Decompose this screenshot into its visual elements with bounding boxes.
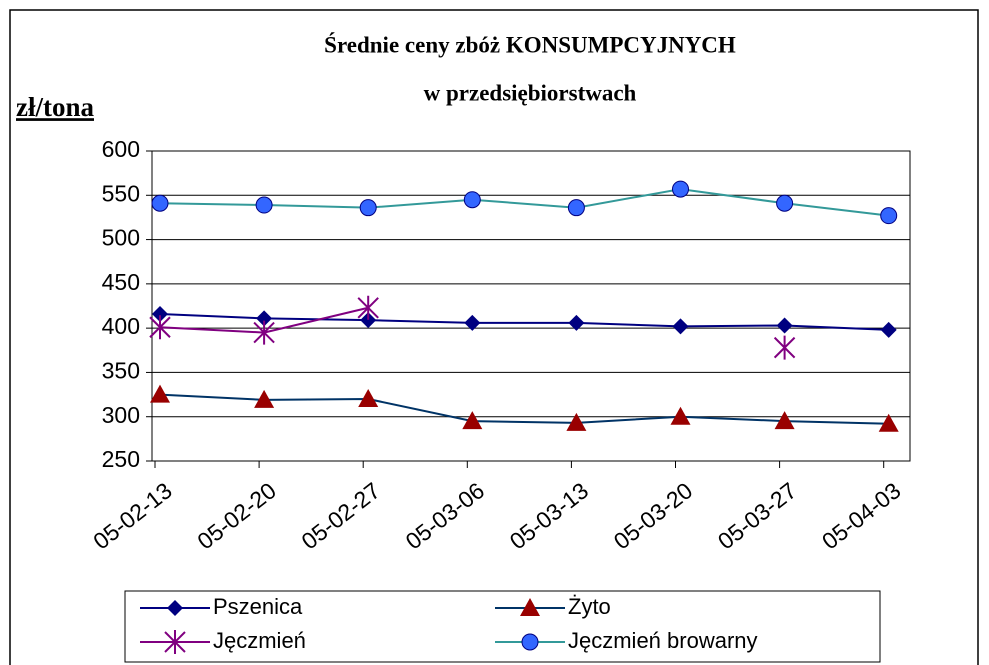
data-point [776,194,794,212]
data-point [149,315,171,340]
data-point [566,412,587,431]
data-point [360,312,377,329]
y-tick-label: 450 [102,269,140,295]
legend-marker [521,633,539,651]
series-line [159,188,889,217]
data-point [774,411,795,430]
data-point [672,318,689,335]
data-point [880,207,898,225]
data-point [357,295,379,320]
data-point [568,314,585,331]
y-tick-label: 500 [102,225,140,251]
legend-marker [167,600,183,616]
y-axis-label: zł/tona [16,92,94,122]
data-point [254,389,275,408]
data-point [773,335,796,360]
data-point [256,310,273,327]
data-point [672,180,689,198]
legend-label: Pszenica [213,594,303,619]
legend-marker [164,630,186,654]
data-point [255,196,273,214]
series-line [159,312,889,331]
legend-box [124,590,881,663]
chart-frame [9,9,979,665]
chart-title: Średnie ceny zbóż KONSUMPCYJNYCH [324,31,736,57]
data-point [462,411,483,430]
y-tick-label: 600 [102,136,140,162]
data-point [463,191,481,209]
data-point [880,321,897,338]
data-point [359,199,377,217]
data-point [152,305,168,322]
data-point [253,320,275,345]
data-point [358,389,379,407]
y-tick-label: 550 [102,180,140,206]
legend-marker [520,598,540,616]
data-point [464,314,481,331]
y-tick-label: 300 [102,402,140,428]
data-point [150,384,170,403]
data-point [567,199,585,217]
legend-label: Jęczmień browarny [568,628,758,653]
data-point [878,413,899,432]
legend-label: Żyto [568,594,611,619]
data-point [670,406,691,425]
y-tick-label: 400 [102,313,140,339]
series-line [159,393,889,425]
y-tick-label: 250 [102,446,140,472]
data-point [151,194,169,212]
data-point [776,317,793,334]
legend-label: Jęczmień [213,628,306,653]
chart-subtitle: w przedsiębiorstwach [424,80,637,105]
y-tick-label: 350 [102,358,140,384]
